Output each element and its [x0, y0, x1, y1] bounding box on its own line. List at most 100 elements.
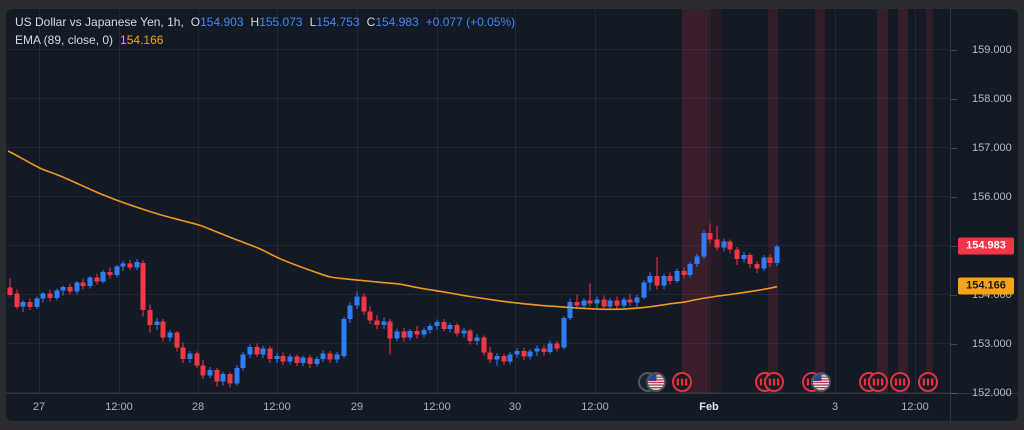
candle-body	[14, 293, 20, 307]
candle-body	[54, 290, 60, 298]
time-axis-label: 3	[831, 401, 839, 413]
price-axis-label: 157.000	[972, 141, 1012, 154]
candle-body	[574, 301, 580, 306]
session-band	[877, 9, 888, 393]
candle-body	[267, 348, 273, 360]
session-bands	[682, 9, 933, 393]
candle-body	[347, 305, 353, 319]
price-tick	[951, 392, 957, 394]
ema-line	[7, 150, 778, 311]
candle-body	[614, 300, 620, 306]
candle-body	[367, 311, 373, 321]
candle-body	[134, 262, 140, 268]
candle-body	[220, 373, 226, 382]
candle-body	[601, 299, 607, 307]
candle-body	[414, 330, 420, 335]
candle-body	[667, 275, 673, 281]
candle-body	[581, 300, 587, 306]
low-stat: L154.753	[310, 15, 360, 29]
candle-body	[681, 270, 687, 275]
high-value: 155.073	[259, 15, 303, 29]
candle-body	[641, 282, 647, 298]
economic-event-icon-us-flag[interactable]	[811, 372, 831, 392]
economic-event-icon-bars[interactable]	[868, 372, 888, 392]
candle-body	[701, 232, 707, 257]
candle-body	[494, 355, 500, 360]
candle-body	[27, 301, 33, 308]
economic-event-icon-bars[interactable]	[672, 372, 692, 392]
candle-body	[341, 319, 347, 357]
open-value: 154.903	[200, 15, 244, 29]
low-label: L	[309, 15, 317, 29]
candle-body	[541, 348, 547, 352]
candle-body	[394, 331, 400, 339]
candle-body	[687, 264, 693, 275]
candle-body	[60, 287, 66, 291]
candle-body	[721, 241, 727, 248]
candlestick-plot[interactable]	[6, 9, 950, 393]
candle-body	[247, 346, 253, 355]
candle-body	[434, 321, 440, 326]
candle-body	[234, 368, 240, 384]
price-axis[interactable]: 159.000158.000157.000156.000155.000154.0…	[950, 9, 1018, 421]
candle-body	[207, 369, 213, 376]
time-axis-label: 30	[508, 401, 522, 413]
candle-body	[7, 287, 13, 295]
economic-event-icon-us-flag[interactable]	[646, 372, 666, 392]
candle-body	[140, 263, 146, 311]
event-markers	[638, 372, 938, 392]
close-stat: C154.983	[367, 15, 419, 29]
candle-body	[240, 354, 246, 368]
high-label: H	[250, 15, 260, 29]
time-axis-label: 12:00	[581, 401, 609, 413]
economic-event-icon-bars[interactable]	[918, 372, 938, 392]
candle-wick	[589, 283, 591, 307]
candle-body	[40, 293, 46, 299]
economic-event-icon-bars[interactable]	[764, 372, 784, 392]
candle-body	[467, 330, 473, 342]
session-band	[815, 9, 825, 393]
candle-body	[127, 263, 133, 268]
candle-wick	[656, 256, 658, 290]
candle-body	[514, 350, 520, 355]
indicator-row[interactable]: EMA (89, close, 0) 154.166	[15, 31, 515, 49]
time-axis-label: 12:00	[901, 401, 929, 413]
candle-body	[107, 271, 113, 275]
time-axis[interactable]: 27 12:00 28 12:00 29 12:00 30 12:00 Feb 3 12:00	[6, 393, 1018, 421]
time-axis-label: 12:00	[263, 401, 291, 413]
price-axis-label: 158.000	[972, 92, 1012, 105]
symbol-title: US Dollar vs Japanese Yen, 1h,	[15, 15, 184, 29]
candle-body	[307, 357, 313, 365]
price-axis-label: 159.000	[972, 43, 1012, 56]
candle-body	[147, 310, 153, 325]
indicator-label: EMA (89, close, 0)	[15, 33, 114, 47]
candle-body	[34, 298, 40, 307]
price-tick	[951, 294, 957, 296]
candle-body	[214, 369, 220, 382]
candle-body	[421, 329, 427, 335]
candle-body	[280, 355, 286, 362]
candle-body	[287, 356, 293, 362]
candle-body	[374, 320, 380, 325]
candle-body	[447, 324, 453, 329]
economic-event-icon-bars[interactable]	[890, 372, 910, 392]
candle-body	[674, 270, 680, 281]
candle-body	[74, 282, 80, 292]
price-tick	[951, 98, 957, 100]
price-axis-label: 156.000	[972, 190, 1012, 203]
candle-body	[567, 301, 573, 319]
candle-body	[387, 321, 393, 339]
candle-body	[481, 337, 487, 353]
price-tick	[951, 343, 957, 345]
candle-body	[507, 354, 513, 362]
candle-body	[694, 256, 700, 265]
candle-body	[767, 257, 773, 264]
symbol-info-row[interactable]: US Dollar vs Japanese Yen, 1h, O154.903 H1…	[15, 13, 515, 31]
open-label: O	[190, 15, 201, 29]
candle-body	[294, 356, 300, 364]
candle-body	[194, 353, 200, 366]
candle-body	[180, 347, 186, 360]
candle-body	[320, 353, 326, 360]
candle-body	[761, 257, 767, 269]
